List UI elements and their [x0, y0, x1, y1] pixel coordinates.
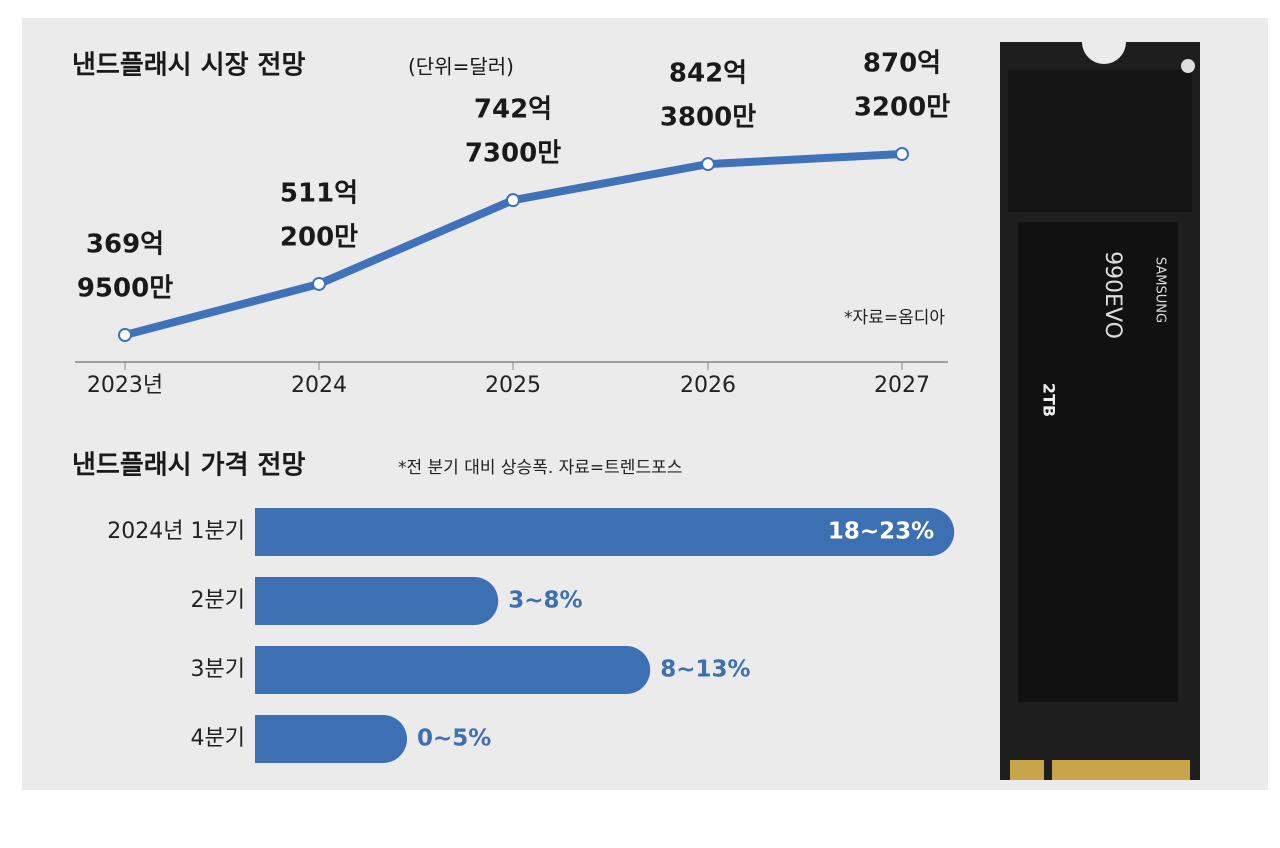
value-label: 200만	[280, 222, 358, 252]
value-label: 18~23%	[828, 519, 934, 545]
x-tick-label: 2023년	[87, 373, 163, 398]
bar	[255, 715, 407, 763]
chart-title: 낸드플래시 가격 전망	[72, 451, 305, 481]
value-label: 8~13%	[660, 657, 750, 683]
value-label: 511억	[280, 178, 358, 208]
value-label: 842억	[669, 59, 747, 89]
value-label: 7300만	[465, 139, 561, 169]
value-label: 9500만	[77, 274, 173, 304]
value-label: 870억	[863, 49, 941, 79]
point	[506, 193, 520, 208]
bar	[255, 577, 499, 625]
value-label: 0~5%	[417, 726, 491, 752]
point	[895, 147, 909, 161]
point	[312, 276, 326, 291]
point	[701, 157, 715, 172]
category-label: 3분기	[191, 657, 245, 682]
value-label: 3~8%	[508, 588, 582, 614]
x-tick-label: 2025	[485, 373, 541, 398]
model: 990EVO	[1100, 251, 1125, 339]
chart-title: 낸드플래시 시장 전망	[72, 51, 305, 81]
x-tick-label: 2026	[680, 373, 736, 398]
ssd-image: SAMSUNG 990EVO 2TB	[1000, 42, 1200, 780]
value-label: 3800만	[660, 103, 756, 133]
x-tick-label: 2027	[874, 373, 930, 398]
category-label: 2024년 1분기	[107, 519, 245, 544]
brand: SAMSUNG	[1153, 257, 1168, 323]
bar	[255, 646, 651, 694]
value-label: 742억	[474, 95, 552, 125]
chart-note: *전 분기 대비 상승폭. 자료=트렌드포스	[398, 458, 682, 478]
category-label: 4분기	[191, 726, 245, 751]
point	[118, 328, 132, 342]
source-note: *자료=옴디아	[844, 308, 945, 328]
capacity: 2TB	[1040, 383, 1059, 417]
x-tick-label: 2024	[291, 373, 347, 398]
chart-subtitle: (단위=달러)	[408, 55, 514, 79]
value-label: 3200만	[854, 93, 950, 123]
category-label: 2분기	[191, 588, 245, 613]
value-label: 369억	[86, 230, 164, 260]
bar	[255, 508, 955, 556]
